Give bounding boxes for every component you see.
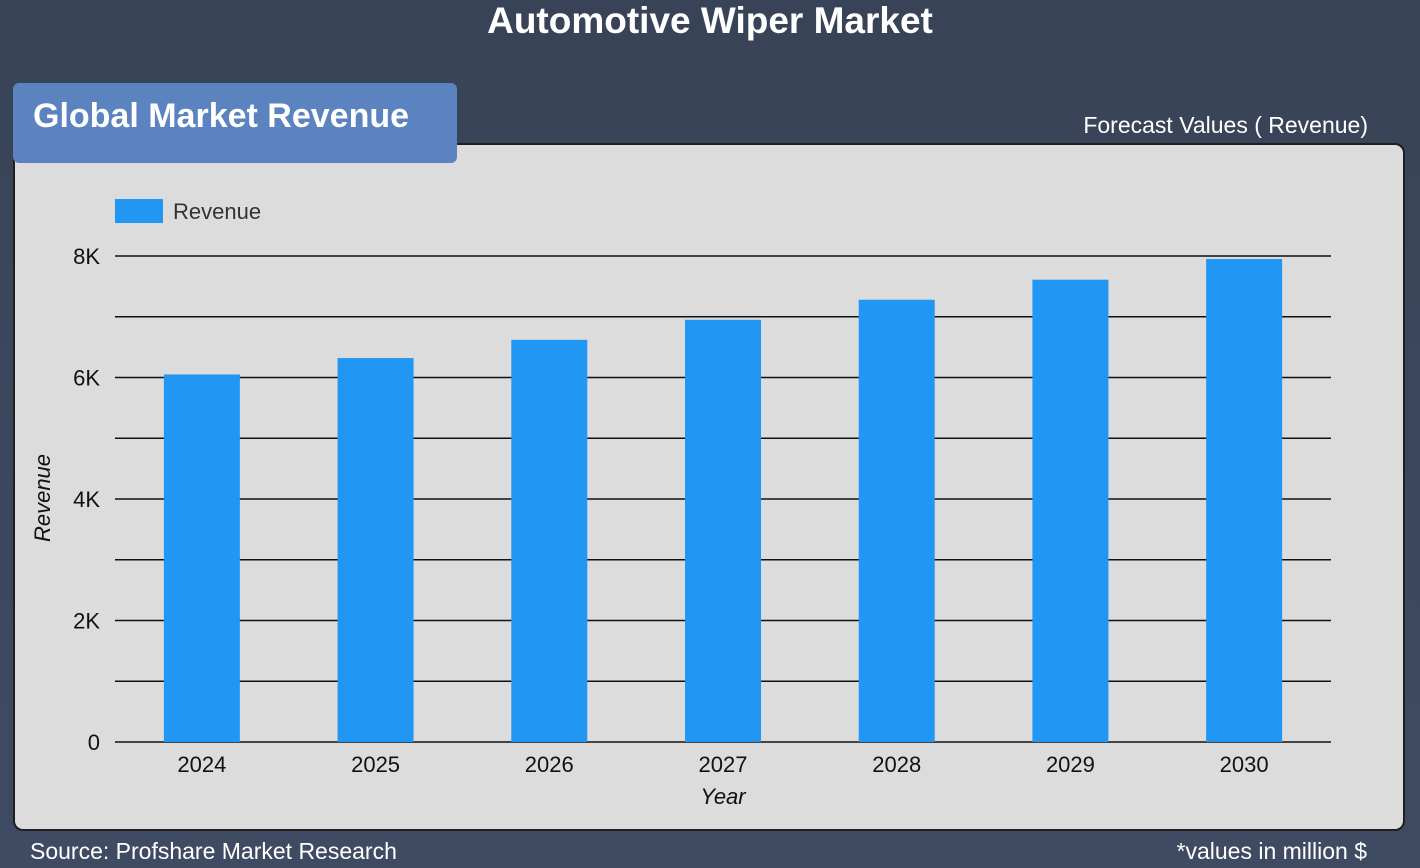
- x-tick-label: 2028: [872, 752, 921, 777]
- bar-2025: [337, 358, 414, 742]
- y-tick-label: 4K: [73, 487, 100, 512]
- bar-2027: [685, 319, 761, 742]
- legend-swatch: [115, 199, 163, 223]
- x-axis-title: Year: [700, 784, 747, 809]
- bar-2024: [163, 374, 240, 742]
- x-tick-label: 2024: [177, 752, 226, 777]
- y-tick-label: 2K: [73, 609, 100, 634]
- bar-2030: [1206, 259, 1283, 742]
- y-tick-label: 0: [88, 730, 100, 755]
- forecast-label: Forecast Values ( Revenue): [1083, 112, 1368, 138]
- bar-2029: [1032, 279, 1109, 742]
- x-tick-label: 2029: [1046, 752, 1095, 777]
- x-tick-label: 2026: [525, 752, 574, 777]
- bar-2026: [511, 339, 588, 742]
- x-tick-label: 2025: [351, 752, 400, 777]
- y-tick-labels: 0 2K 4K 6K 8K: [73, 244, 100, 755]
- bar-2028: [858, 299, 935, 742]
- x-tick-labels: 2024 2025 2026 2027 2028 2029 2030: [177, 752, 1268, 777]
- section-tab: Global Market Revenue: [13, 83, 457, 163]
- y-axis-title: Revenue: [30, 454, 55, 542]
- legend: Revenue: [115, 199, 261, 224]
- y-tick-label: 8K: [73, 244, 100, 269]
- source-note: Source: Profshare Market Research: [30, 838, 397, 864]
- units-note: *values in million $: [1176, 838, 1367, 864]
- x-tick-label: 2027: [699, 752, 748, 777]
- legend-label: Revenue: [173, 199, 261, 224]
- x-tick-label: 2030: [1220, 752, 1269, 777]
- bars: [163, 259, 1283, 742]
- y-tick-label: 6K: [73, 366, 100, 391]
- page-title: Automotive Wiper Market: [487, 0, 933, 41]
